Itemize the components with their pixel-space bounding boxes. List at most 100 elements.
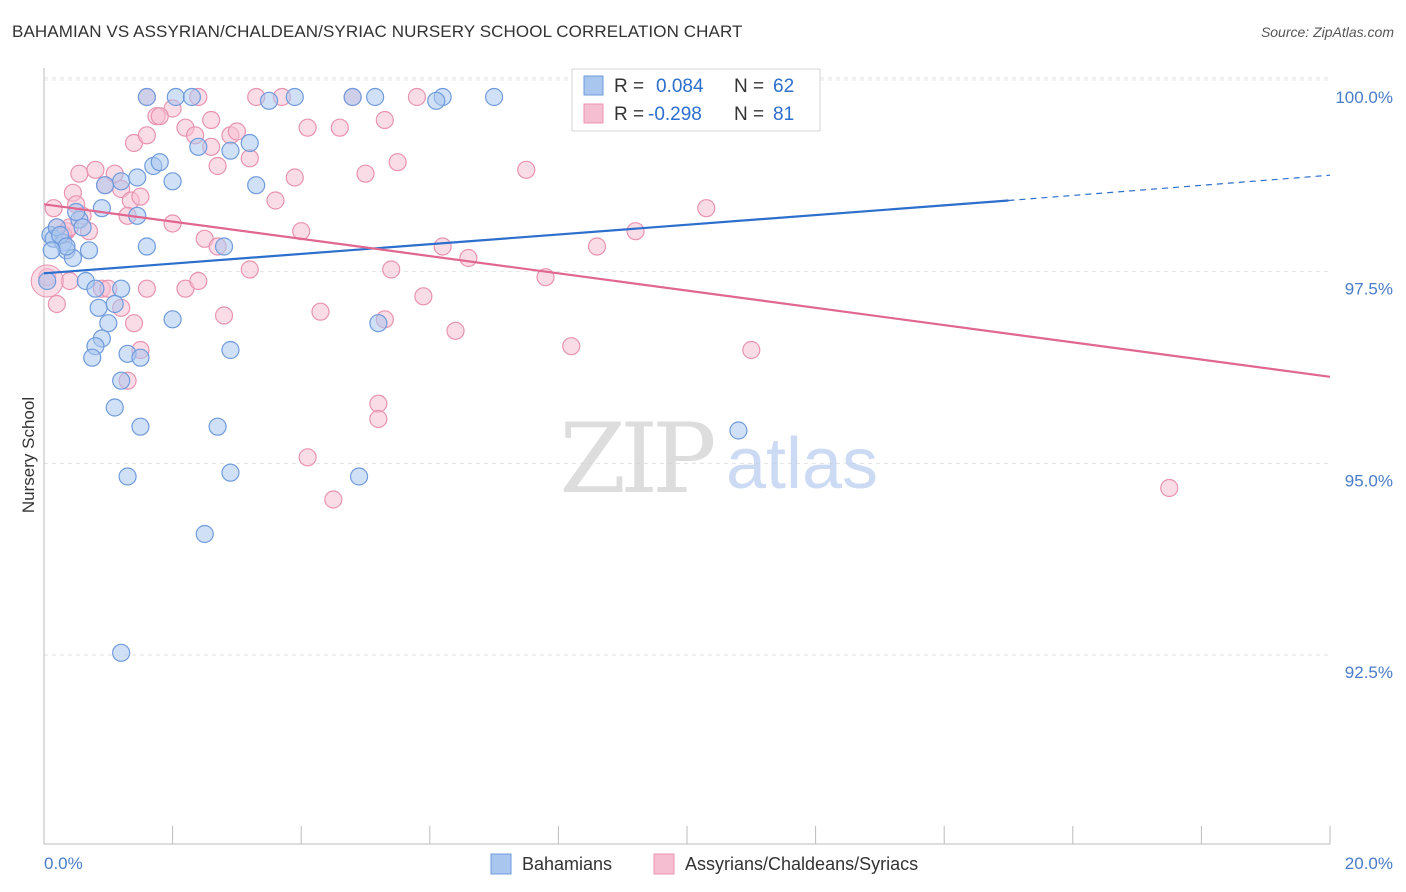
blue-point [221, 463, 240, 482]
blue-point [131, 348, 150, 367]
trend-line-bahamians [43, 199, 1009, 275]
y-tick-label: 100.0% [1335, 88, 1393, 107]
pink-point [587, 237, 607, 256]
blue-point [247, 176, 266, 195]
blue-point [214, 237, 234, 256]
pink-point [311, 302, 330, 321]
watermark-zip: ZIP [559, 403, 714, 515]
pink-point [240, 149, 259, 168]
pink-point [227, 122, 246, 141]
blue-point [285, 87, 304, 107]
pink-point [285, 168, 304, 187]
legend-item-assyrians-swatch [653, 853, 675, 875]
blue-point [163, 310, 182, 329]
blue-point [221, 141, 240, 160]
stats-legend: R = 0.084 N = 62 R = -0.298 N = 81 [571, 68, 821, 132]
legend-n-label-blue: N = [734, 76, 764, 97]
pink-point [189, 271, 208, 291]
blue-point [112, 371, 131, 390]
pink-point [369, 394, 388, 413]
pink-point [330, 118, 349, 137]
legend-swatch-blue [583, 75, 604, 96]
watermark: ZIP atlas [559, 403, 878, 515]
legend-swatch-pink [583, 103, 604, 124]
blue-point [485, 87, 504, 107]
pink-point [382, 260, 401, 279]
blue-point [118, 467, 137, 486]
chart-source: Source: ZipAtlas.com [1260, 24, 1394, 40]
axes [43, 68, 1331, 845]
pink-point [369, 409, 388, 429]
legend-r-value-blue: 0.084 [656, 76, 704, 97]
blue-point [128, 168, 147, 187]
legend-r-value-pink: -0.298 [648, 104, 702, 125]
legend-item-bahamians: Bahamians [522, 854, 612, 874]
pink-point [214, 306, 234, 325]
pink-point [137, 279, 156, 298]
blue-point [105, 398, 124, 417]
y-tick-label: 92.5% [1345, 663, 1393, 682]
pink-point [70, 164, 89, 183]
blue-point [83, 348, 102, 367]
blue-point [92, 199, 111, 218]
blue-point [73, 218, 92, 237]
blue-point [195, 524, 214, 544]
blue-point [343, 87, 362, 107]
pink-point [433, 237, 452, 256]
blue-point [166, 87, 185, 107]
blue-point [137, 87, 156, 107]
blue-series-points [38, 87, 748, 662]
legend-n-value-pink: 81 [773, 104, 794, 125]
pink-point [44, 199, 63, 218]
blue-point [240, 133, 259, 153]
pink-point [240, 260, 259, 279]
tick-labels: 100.0% 97.5% 95.0% 92.5% 0.0% 20.0% [44, 88, 1393, 873]
blue-point [729, 421, 748, 440]
blue-point [163, 172, 182, 191]
pink-point [298, 448, 317, 467]
pink-point [1160, 478, 1179, 498]
trend-lines [43, 174, 1331, 378]
pink-point [86, 160, 105, 179]
pink-point [131, 187, 150, 206]
pink-point [150, 107, 169, 126]
blue-point [427, 91, 446, 110]
trend-line-assyrians [43, 203, 1331, 378]
pink-point [324, 490, 343, 509]
blue-point [112, 279, 131, 298]
pink-point [446, 321, 465, 340]
watermark-atlas: atlas [726, 424, 878, 504]
blue-point [89, 298, 108, 317]
pink-point [388, 153, 407, 172]
blue-point [95, 176, 115, 195]
pink-point [626, 222, 645, 241]
blue-point [208, 417, 227, 436]
blue-point [366, 87, 385, 107]
pink-point [47, 294, 66, 314]
blue-point [150, 153, 169, 172]
legend-n-value-blue: 62 [773, 76, 794, 97]
blue-point [38, 271, 57, 291]
blue-point [99, 314, 118, 333]
chart-title: BAHAMIAN VS ASSYRIAN/CHALDEAN/SYRIAC NUR… [12, 22, 743, 41]
pink-point [208, 156, 227, 176]
blue-point [189, 137, 208, 156]
legend-r-label-blue: R = [614, 76, 644, 97]
blue-point [42, 241, 61, 260]
legend-n-label-pink: N = [734, 104, 764, 125]
pink-point [202, 110, 221, 130]
pink-point [407, 87, 427, 107]
pink-point [375, 110, 394, 130]
pink-point [124, 314, 144, 333]
pink-point [517, 160, 536, 179]
trend-line-bahamians-extension [1008, 174, 1331, 202]
legend-r-label-pink: R = [614, 104, 644, 125]
blue-point [112, 172, 131, 191]
gridlines [44, 77, 1330, 656]
y-tick-label: 97.5% [1345, 280, 1393, 299]
pink-point [137, 126, 156, 145]
blue-point [105, 294, 124, 314]
blue-point [79, 241, 99, 260]
pink-point [562, 337, 581, 356]
